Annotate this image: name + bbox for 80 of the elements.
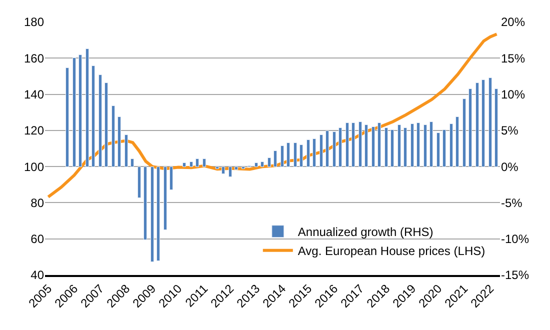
bar bbox=[130, 158, 134, 167]
y-tick-label: 40 bbox=[30, 268, 44, 282]
bar bbox=[456, 116, 459, 167]
bar bbox=[488, 78, 492, 167]
y-tick-label: 80 bbox=[30, 196, 44, 210]
bar bbox=[150, 166, 154, 262]
bar bbox=[450, 124, 453, 167]
bar bbox=[404, 128, 407, 167]
bar bbox=[338, 128, 342, 167]
y-tick-label: 60 bbox=[30, 232, 44, 246]
bar bbox=[170, 166, 173, 190]
y-tick-label: 140 bbox=[24, 87, 44, 102]
bar bbox=[72, 58, 76, 167]
bar bbox=[78, 54, 82, 167]
y2-tick-label: -10% bbox=[501, 232, 530, 246]
bar bbox=[462, 98, 466, 167]
y2-tick-label: 20% bbox=[501, 15, 526, 30]
bar bbox=[424, 124, 427, 167]
bar bbox=[138, 166, 141, 198]
bar bbox=[352, 122, 355, 167]
bar bbox=[326, 130, 329, 167]
bar bbox=[156, 166, 160, 261]
bar bbox=[86, 48, 89, 167]
bar bbox=[442, 130, 446, 167]
bar bbox=[182, 162, 186, 167]
bar bbox=[482, 80, 485, 167]
bar bbox=[364, 124, 368, 167]
bar bbox=[234, 166, 238, 170]
bar bbox=[222, 166, 225, 174]
bar bbox=[346, 122, 349, 167]
bar bbox=[196, 158, 199, 167]
y-tick-label: 160 bbox=[24, 51, 44, 66]
y-tick-label: 120 bbox=[24, 124, 44, 138]
bar bbox=[274, 150, 277, 167]
y-tick-label: 100 bbox=[24, 160, 44, 174]
y2-tick-label: 15% bbox=[501, 51, 526, 66]
bar bbox=[358, 122, 362, 167]
bar bbox=[254, 162, 258, 167]
y2-tick-label: -15% bbox=[501, 268, 530, 282]
bar bbox=[268, 158, 271, 167]
bar bbox=[476, 82, 479, 167]
bar bbox=[92, 66, 95, 167]
bar bbox=[306, 140, 310, 167]
bar bbox=[190, 162, 193, 167]
y2-tick-label: 0% bbox=[501, 160, 519, 174]
bar bbox=[332, 132, 336, 167]
bar bbox=[112, 106, 115, 167]
bar bbox=[300, 144, 303, 167]
y2-tick-label: 5% bbox=[501, 124, 519, 138]
bar bbox=[280, 146, 284, 167]
bar bbox=[124, 134, 128, 167]
bar bbox=[430, 122, 433, 167]
bar bbox=[164, 166, 167, 230]
bar bbox=[494, 88, 498, 167]
bar bbox=[118, 116, 121, 167]
bar bbox=[104, 82, 108, 167]
bar bbox=[144, 166, 147, 240]
bar bbox=[378, 122, 381, 167]
legend-label: Avg. European House prices (LHS) bbox=[298, 244, 486, 258]
legend-label: Annualized growth (RHS) bbox=[298, 225, 434, 240]
bar bbox=[294, 142, 297, 167]
y2-tick-label: 10% bbox=[501, 87, 526, 102]
bar bbox=[390, 130, 394, 167]
bar bbox=[320, 134, 323, 167]
bar bbox=[384, 128, 388, 167]
y-tick-label: 180 bbox=[24, 15, 44, 30]
bar bbox=[202, 158, 206, 167]
bar bbox=[410, 124, 414, 167]
bar bbox=[468, 88, 472, 167]
bar bbox=[228, 166, 232, 177]
y2-tick-label: -5% bbox=[501, 196, 523, 210]
bar bbox=[260, 162, 264, 167]
bar bbox=[66, 68, 69, 167]
bar bbox=[312, 138, 316, 167]
bar bbox=[436, 132, 440, 167]
bar bbox=[398, 124, 401, 167]
bar bbox=[416, 122, 420, 167]
bar bbox=[98, 74, 102, 167]
bar bbox=[372, 126, 375, 167]
bar bbox=[286, 142, 290, 167]
